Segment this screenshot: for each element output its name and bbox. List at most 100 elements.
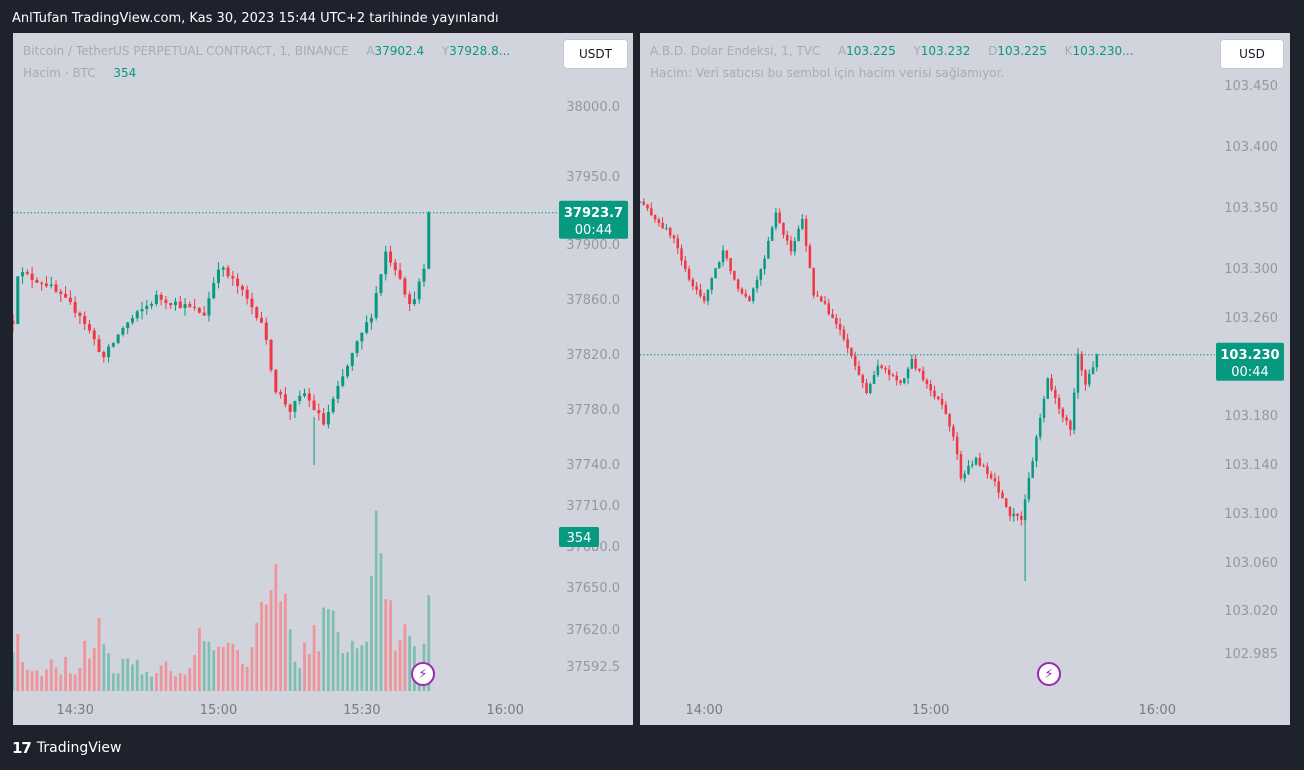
volume-bar: [389, 600, 392, 691]
candle-body: [231, 276, 235, 279]
candle-body: [412, 299, 416, 305]
volume-bar: [159, 665, 163, 691]
candle-body: [1042, 398, 1046, 418]
volume-bar: [226, 642, 230, 691]
candle-body: [135, 311, 139, 319]
volume-bar: [212, 650, 216, 691]
candle-body: [154, 294, 158, 304]
candle-body: [207, 298, 211, 316]
y-tick-label: 103.450: [1224, 79, 1278, 94]
volume-bar: [25, 669, 29, 691]
btc-chart-canvas[interactable]: 38000.0 37950.0 37900.0 37860.0 37820.0 37780…: [13, 33, 633, 725]
y-tick-label: 103.300: [1224, 262, 1278, 277]
x-tick-label: 15:30: [343, 703, 380, 718]
volume-bar: [379, 553, 383, 691]
dxy-chart-panel[interactable]: 103.450 103.400 103.350 103.300 103.260 103.2…: [640, 33, 1290, 725]
volume-bar: [107, 653, 110, 691]
tradingview-logo: 17: [12, 739, 32, 757]
candle-body: [846, 339, 849, 349]
volume-bar: [78, 668, 82, 691]
candle-body: [183, 304, 187, 309]
volume-bar: [121, 658, 125, 691]
candle-body: [993, 478, 997, 482]
volume-bar: [202, 641, 206, 691]
page-title: AnlTufan TradingView.com, Kas 30, 2023 1…: [12, 11, 499, 26]
volume-bar: [83, 640, 87, 691]
countdown-label: 00:44: [575, 223, 612, 238]
candle-body: [676, 238, 680, 249]
candle-body: [322, 413, 326, 425]
candle-body: [54, 284, 58, 292]
volume-bar: [54, 667, 58, 691]
y-tick-label: 103.100: [1224, 507, 1278, 522]
candle-body: [1001, 492, 1004, 499]
volume-bar: [303, 642, 306, 691]
y-tick-label: 103.180: [1224, 409, 1278, 424]
volume-bar: [64, 656, 67, 691]
y-tick-label: 37620.0: [566, 623, 620, 638]
candle-body: [665, 227, 668, 229]
volume-bar: [317, 651, 321, 691]
y-tick-label: 103.060: [1224, 556, 1278, 571]
candle-body: [1069, 420, 1072, 431]
volume-bar: [322, 607, 326, 691]
candle-body: [714, 268, 717, 279]
btc-chart-panel[interactable]: 38000.0 37950.0 37900.0 37860.0 37820.0 37780…: [13, 33, 633, 725]
candle-body: [365, 322, 369, 333]
candle-body: [427, 212, 431, 269]
btc-legend: Bitcoin / TetherUS PERPETUAL CONTRACT, 1…: [23, 44, 510, 58]
dxy-symbol-name[interactable]: A.B.D. Dolar Endeksi, 1, TVC: [650, 44, 821, 58]
candle-body: [782, 222, 785, 235]
candle-body: [653, 215, 657, 220]
candle-body: [13, 320, 15, 324]
candle-body: [1008, 506, 1012, 517]
candle-body: [384, 251, 388, 275]
candle-body: [744, 293, 747, 297]
volume-bar: [45, 669, 48, 691]
candle-body: [959, 454, 963, 479]
candle-body: [97, 339, 101, 353]
y-tick-label: 37860.0: [566, 293, 620, 308]
candle-body: [729, 258, 732, 272]
candle-body: [1016, 513, 1019, 517]
candle-body: [899, 380, 902, 384]
btc-symbol-name[interactable]: Bitcoin / TetherUS PERPETUAL CONTRACT, 1…: [23, 44, 349, 58]
candle-body: [755, 279, 759, 289]
dxy-low-label: D: [988, 44, 998, 58]
lightning-icon[interactable]: ⚡: [411, 662, 435, 686]
volume-bar: [92, 647, 96, 691]
volume-bar: [145, 671, 149, 691]
candle-body: [1095, 354, 1099, 368]
candle-body: [978, 457, 982, 466]
dxy-currency-button[interactable]: USD: [1220, 39, 1284, 69]
tradingview-brand[interactable]: 17 TradingView: [12, 739, 121, 757]
volume-bar: [255, 622, 259, 691]
btc-volume-value: 354: [113, 66, 137, 80]
btc-currency-button[interactable]: USDT: [563, 39, 628, 69]
candle-body: [331, 398, 335, 413]
candle-body: [650, 208, 653, 216]
volume-bar: [264, 604, 268, 691]
candle-body: [963, 473, 966, 479]
lightning-icon[interactable]: ⚡: [1037, 662, 1061, 686]
volume-bar: [365, 641, 369, 691]
candle-body: [861, 375, 865, 383]
candle-body: [341, 376, 345, 386]
candle-body: [379, 274, 383, 294]
volume-bar: [293, 661, 297, 691]
candle-body: [695, 286, 698, 290]
volume-bar: [154, 673, 158, 691]
volume-bar: [283, 593, 287, 691]
candle-body: [970, 464, 974, 466]
candle-body: [903, 378, 906, 384]
candle-body: [906, 368, 910, 379]
volume-bar: [331, 610, 335, 691]
candle-body: [699, 289, 702, 297]
volume-tag: [559, 527, 599, 547]
dxy-chart-canvas[interactable]: 103.450 103.400 103.350 103.300 103.260 103.2…: [640, 33, 1290, 725]
candle-body: [87, 324, 91, 331]
y-tick-label: 37710.0: [566, 499, 620, 514]
volume-bar: [341, 653, 345, 691]
candle-body: [78, 312, 82, 316]
candle-body: [1084, 370, 1087, 385]
